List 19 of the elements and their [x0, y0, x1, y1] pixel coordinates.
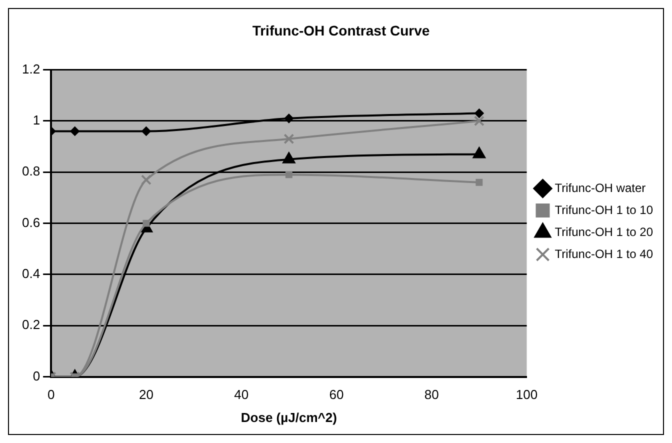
- legend-label: Trifunc-OH 1 to 20: [554, 224, 654, 239]
- x-tick-label: 40: [234, 387, 249, 402]
- y-tick-label: 1: [32, 112, 40, 128]
- x-tick-label: 20: [138, 387, 154, 402]
- x-tick-label: 0: [47, 387, 55, 402]
- x-tick-label: 80: [424, 387, 439, 402]
- y-tick-label: 0.4: [22, 266, 40, 282]
- legend-label: Trifunc-OH 1 to 40: [554, 246, 654, 261]
- x-tick-label: 60: [329, 387, 344, 402]
- y-tick-label: 0.2: [22, 317, 40, 332]
- x-tick-label: 100: [516, 387, 538, 402]
- x-axis-title: Dose (µJ/cm^2): [240, 410, 337, 425]
- y-tick-label: 0.8: [22, 164, 40, 179]
- legend-label: Trifunc-OH water: [554, 180, 646, 195]
- chart-title: Trifunc-OH Contrast Curve: [252, 22, 430, 38]
- y-tick-label: 0: [32, 368, 40, 384]
- legend-label: Trifunc-OH 1 to 10: [554, 202, 654, 217]
- y-tick-label: 0.6: [22, 214, 40, 230]
- y-tick-label: 1.2: [22, 61, 40, 76]
